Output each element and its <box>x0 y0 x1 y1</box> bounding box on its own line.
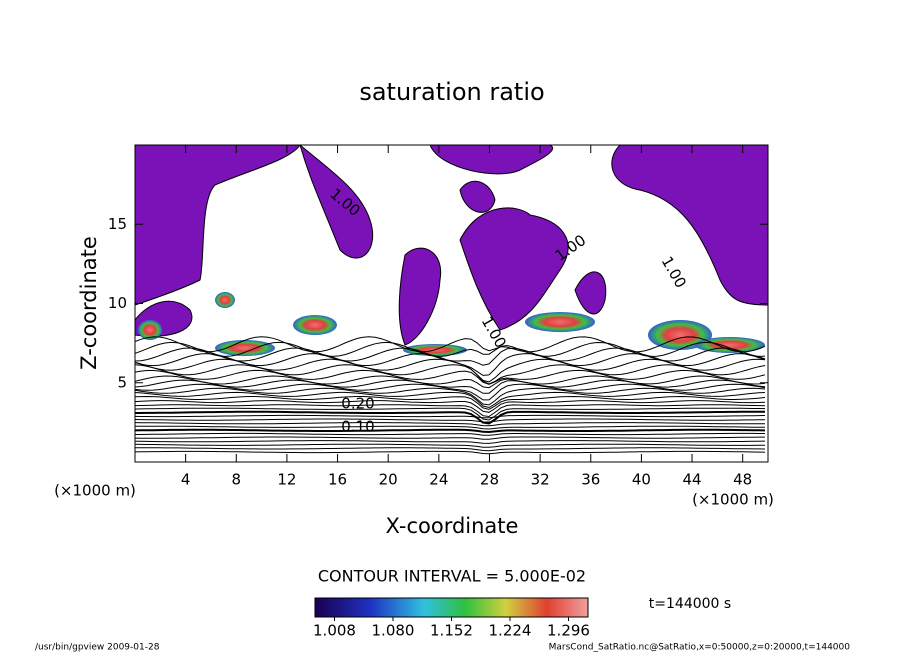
y-tick-label: 15 <box>108 215 127 233</box>
contour-line <box>135 375 766 389</box>
contour-line <box>135 432 765 436</box>
footer-left: /usr/bin/gpview 2009-01-28 <box>35 643 160 653</box>
x-tick-label: 24 <box>429 471 448 489</box>
contour-line <box>135 428 766 434</box>
contour-line <box>135 364 766 385</box>
x-tick-label: 40 <box>632 471 651 489</box>
contour-line <box>135 440 766 444</box>
time-label: t=144000 s <box>649 596 731 612</box>
contour-line <box>135 410 765 425</box>
contour-line <box>135 369 766 385</box>
contour-line <box>135 387 766 406</box>
contour-label: 0.10 <box>341 418 374 436</box>
contour-interval: CONTOUR INTERVAL = 5.000E-02 <box>318 567 586 586</box>
contour-line <box>135 347 766 366</box>
y-unit: (×1000 m) <box>54 482 136 500</box>
contour-lines <box>135 336 766 455</box>
x-tick-label: 12 <box>277 471 296 489</box>
contour-line <box>135 447 766 452</box>
y-tick-label: 5 <box>117 373 127 391</box>
contour-line <box>135 391 766 409</box>
x-tick-label: 32 <box>531 471 550 489</box>
contour-line <box>135 383 766 401</box>
colorbar-tick-label: 1.080 <box>372 622 415 640</box>
contour-line <box>135 422 766 427</box>
x-tick-label: 36 <box>581 471 600 489</box>
x-tick-label: 20 <box>379 471 398 489</box>
contour-line <box>135 407 766 421</box>
colorbar-tick-label: 1.296 <box>547 622 590 640</box>
x-tick-label: 28 <box>480 471 499 489</box>
colorbar <box>314 597 589 618</box>
contour-line <box>135 436 765 440</box>
contour-line <box>135 336 766 353</box>
footer-right: MarsCond_SatRatio.nc@SatRatio,x=0:50000,… <box>549 643 851 653</box>
colorbar-tick-label: 1.224 <box>489 622 532 640</box>
x-tick-label: 48 <box>733 471 752 489</box>
contour-line <box>135 379 766 394</box>
contour-label: 0.20 <box>341 395 374 413</box>
x-tick-label: 16 <box>328 471 347 489</box>
contour-line <box>135 418 766 423</box>
colorbar-tick-label: 1.152 <box>430 622 473 640</box>
contour-line <box>135 443 765 448</box>
chart-title: saturation ratio <box>359 78 544 106</box>
x-unit: (×1000 m) <box>692 491 774 509</box>
contour-line <box>135 341 766 357</box>
x-tick-label: 4 <box>181 471 191 489</box>
y-axis-label: Z-coordinate <box>77 236 101 370</box>
x-axis-label: X-coordinate <box>386 514 519 538</box>
x-tick-label: 44 <box>682 471 701 489</box>
colorbar-tick-label: 1.008 <box>313 622 356 640</box>
x-tick-label: 8 <box>232 471 242 489</box>
contour-line <box>135 450 766 455</box>
high-region <box>138 292 765 356</box>
contour-line <box>135 400 766 413</box>
filled-region <box>135 145 768 346</box>
y-tick-label: 10 <box>108 294 127 312</box>
contour-line <box>135 404 766 418</box>
plot-area <box>135 145 768 455</box>
contour-line <box>135 425 766 430</box>
contour-line <box>135 395 766 410</box>
contour-label: 1.00 <box>658 253 690 291</box>
contour-line <box>135 414 766 419</box>
